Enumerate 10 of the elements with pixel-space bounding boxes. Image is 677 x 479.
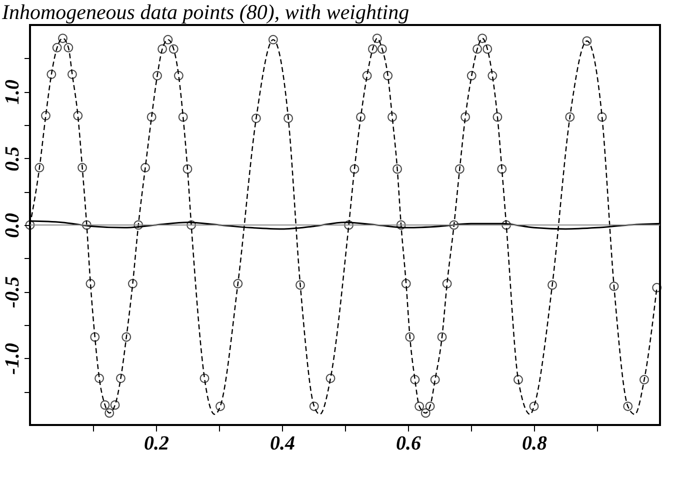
x-tick-label: 0.6 bbox=[396, 432, 421, 454]
x-tick-label: 0.2 bbox=[144, 432, 169, 454]
y-tick-label: 1.0 bbox=[2, 80, 24, 105]
y-tick-label: -0.5 bbox=[2, 276, 24, 308]
y-tick-label: 0.5 bbox=[2, 146, 24, 172]
y-tick-label: 0.0 bbox=[2, 213, 24, 238]
x-tick-label: 0.8 bbox=[522, 432, 547, 454]
chart-title: Inhomogeneous data points (80), with weighting bbox=[1, 0, 410, 24]
y-tick-label: -1.0 bbox=[2, 342, 24, 375]
x-tick-label: 0.4 bbox=[270, 432, 295, 454]
